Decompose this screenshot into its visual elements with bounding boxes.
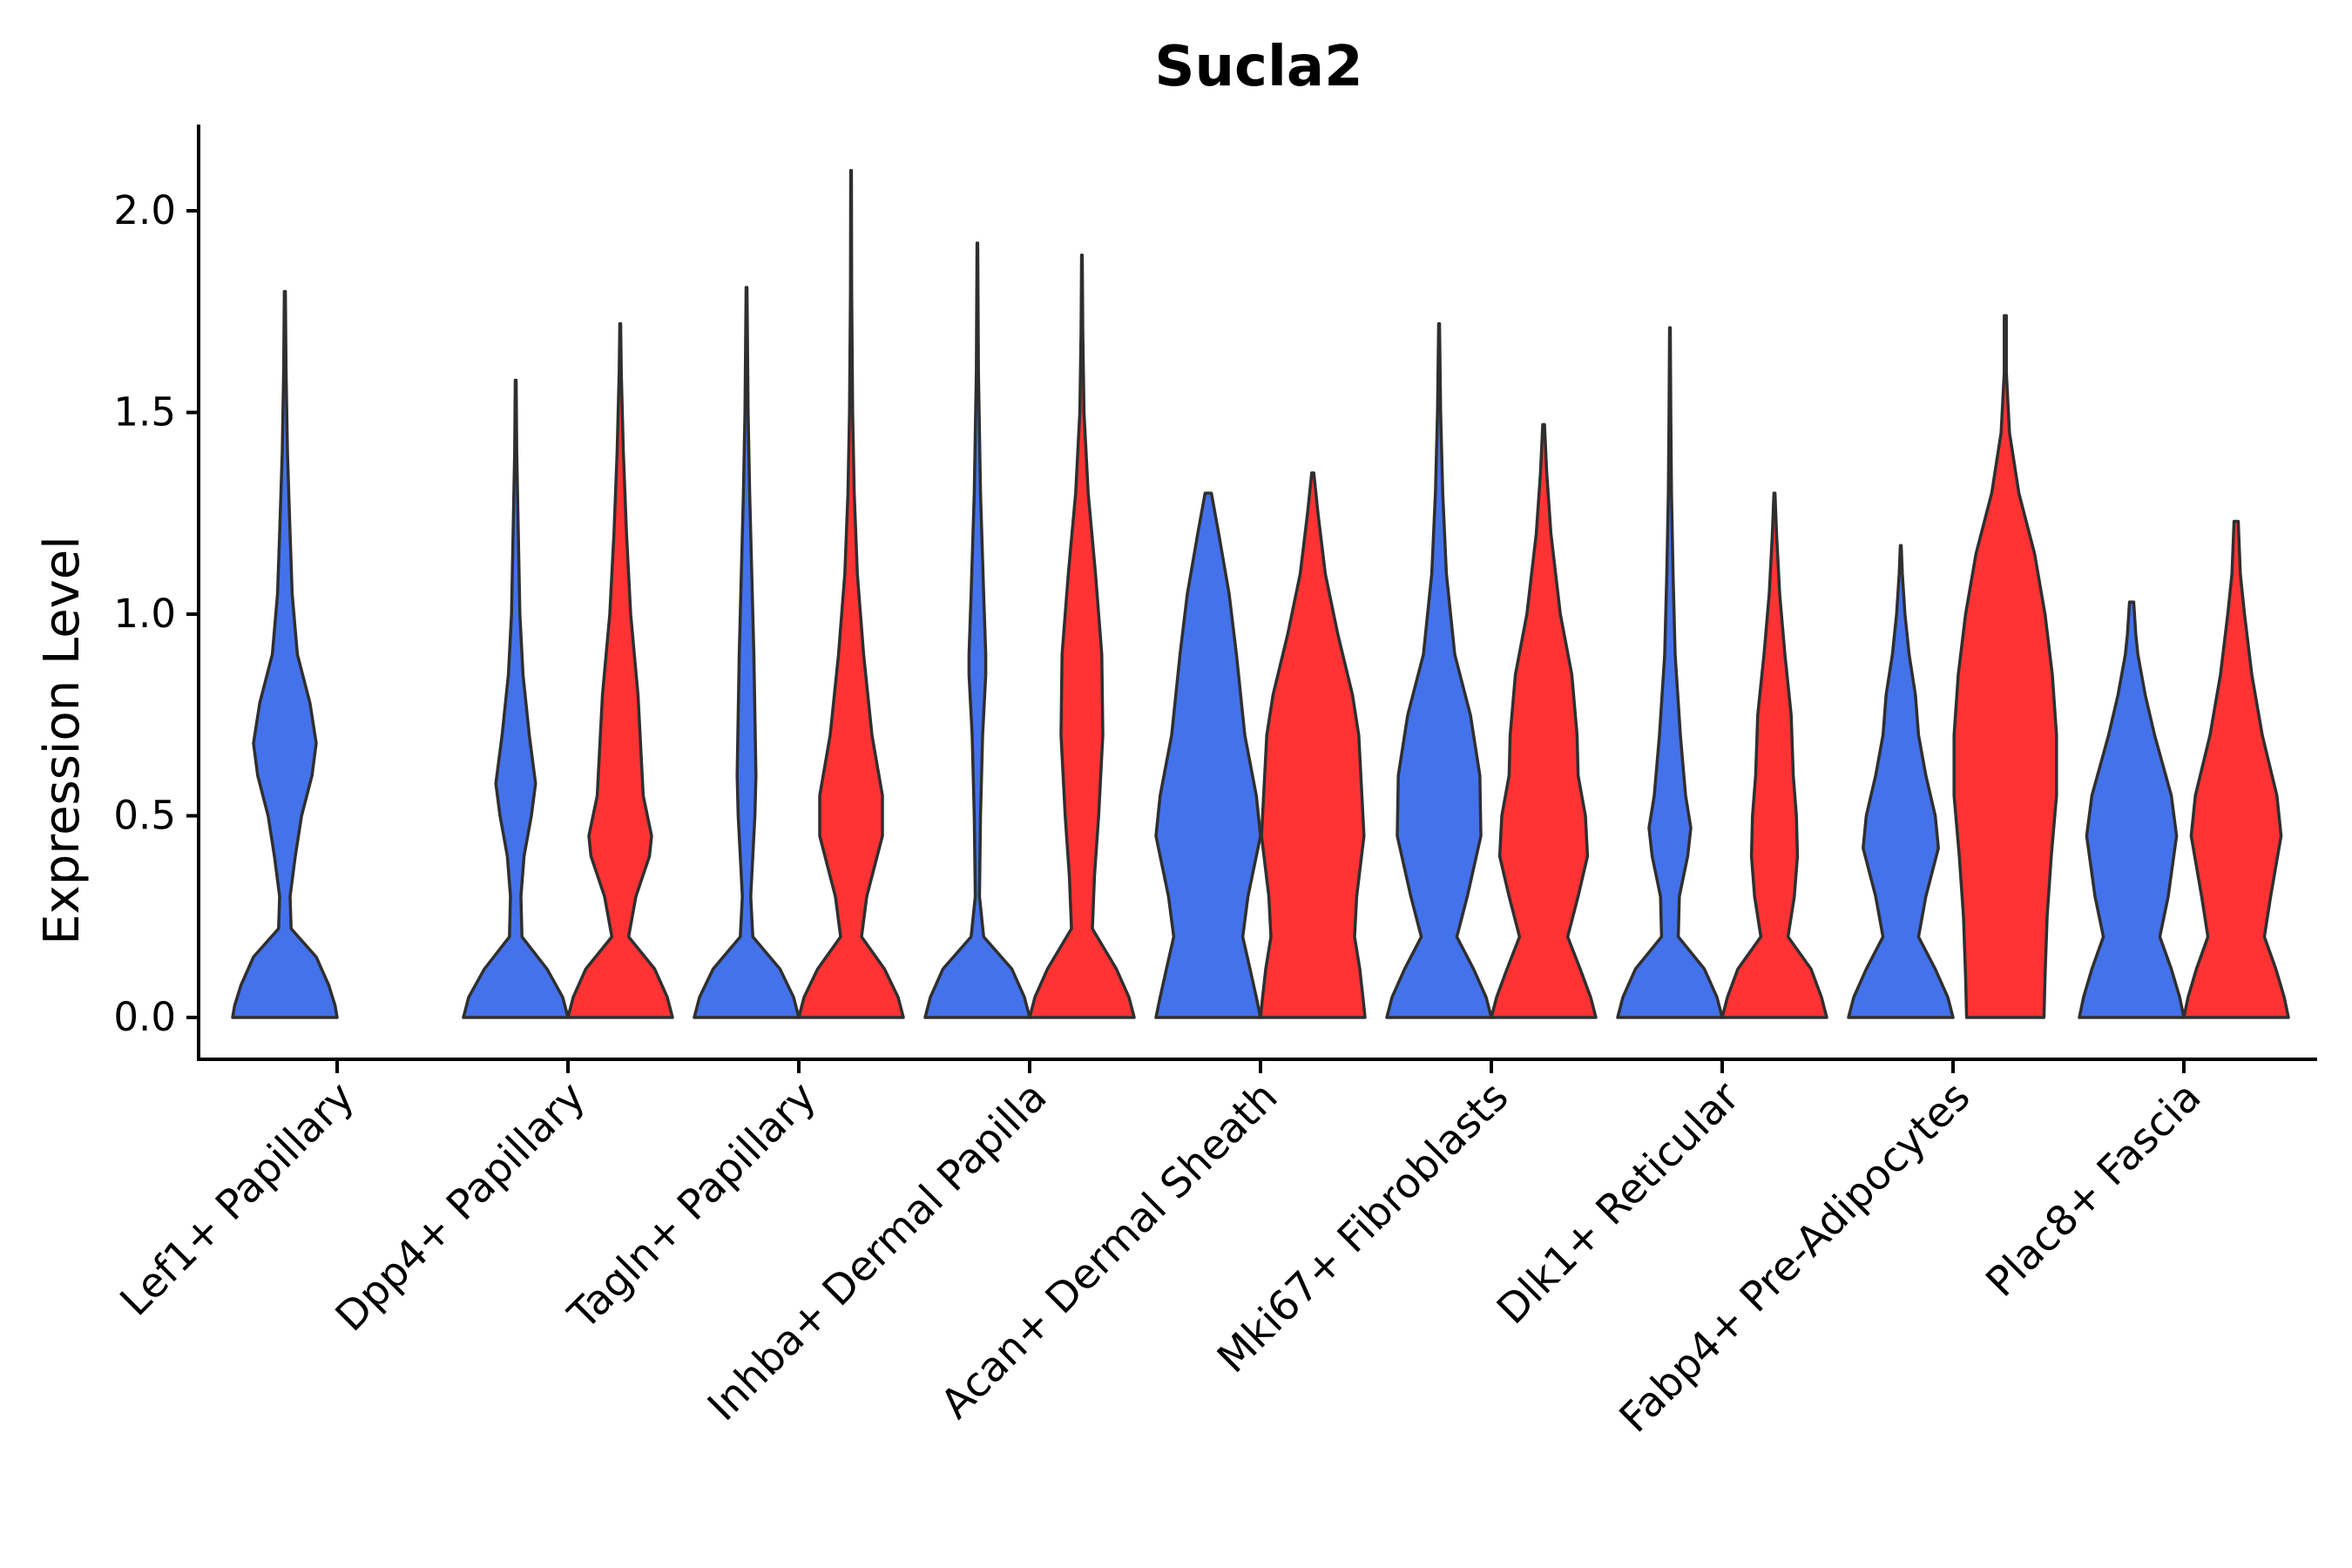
x-tick-label: Lef1+ Papillary [112,1073,364,1326]
y-axis-label: Expression Level [34,536,91,945]
x-tick-label: Plac8+ Fascia [1977,1073,2211,1307]
y-axis-ticks: 0.0 0.5 1.0 1.5 2.0 [113,187,199,1040]
y-tick-label: 0.5 [113,793,176,839]
violin-blue-6 [1385,321,1493,1019]
x-tick-label: Dlk1+ Reticular [1488,1072,1749,1334]
violin-red-5 [1259,471,1367,1019]
violin-blue-3 [693,286,801,1019]
violin-red-2 [566,321,674,1019]
violin-blue-8 [1847,544,1955,1019]
violin-blue-5 [1154,491,1262,1019]
violin-blue-1 [231,289,339,1019]
y-tick-label: 1.5 [113,389,176,436]
violin-red-6 [1490,422,1598,1019]
y-tick-label: 1.0 [113,591,176,637]
violin-red-8 [1952,314,2058,1019]
violin-red-4 [1028,253,1136,1019]
violin-red-3 [797,168,905,1019]
violin-blue-4 [923,241,1031,1019]
violin-blue-2 [462,378,570,1019]
violin-blue-9 [2078,600,2186,1019]
violin-blue-7 [1616,326,1724,1019]
y-tick-label: 0.0 [113,994,176,1040]
violin-red-9 [2182,519,2290,1019]
chart-title: Sucla2 [1154,35,1362,99]
x-tick-label: Tagln+ Papillary [559,1073,826,1340]
x-tick-label: Dpp4+ Papillary [327,1073,595,1342]
y-tick-label: 2.0 [113,187,176,233]
violin-layer [231,168,2290,1019]
violin-red-7 [1720,491,1828,1019]
